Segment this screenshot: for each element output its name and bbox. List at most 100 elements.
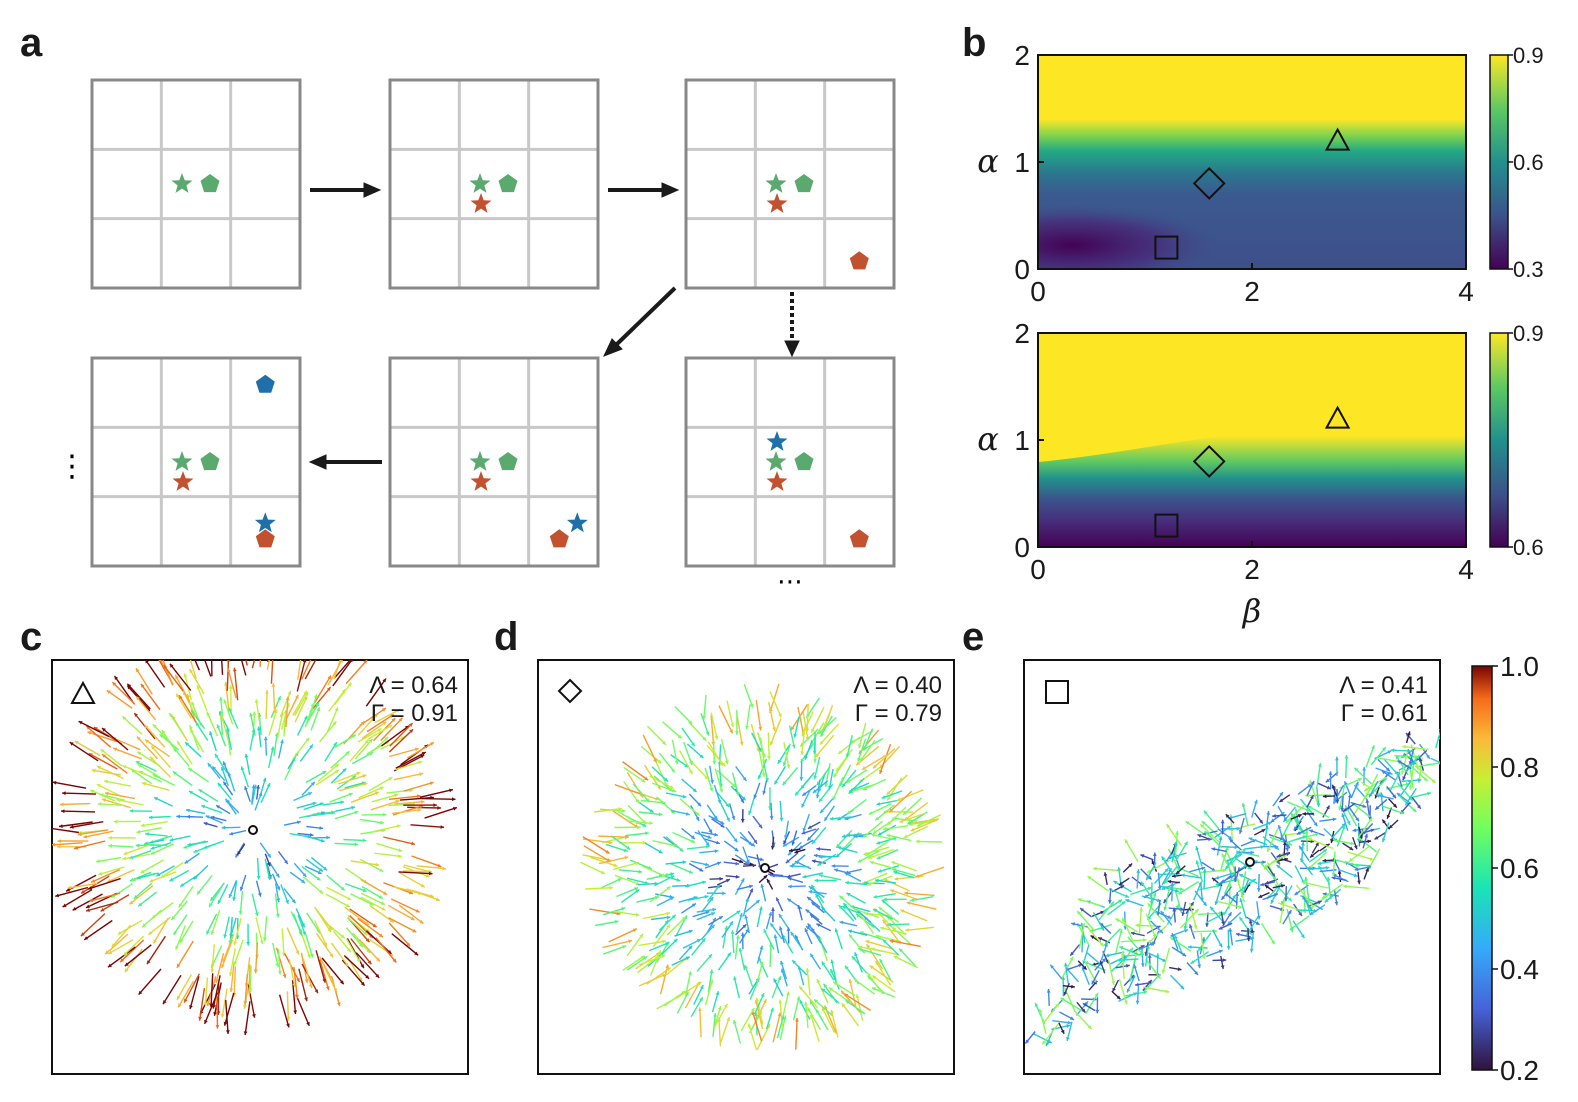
quiver-arrow-shaft: [889, 889, 919, 901]
quiver-arrow-head: [834, 928, 839, 933]
quiver-arrow: [101, 753, 128, 774]
quiver-arrow-head: [836, 767, 840, 772]
quiver-arrow: [333, 660, 352, 679]
quiver-arrow: [610, 835, 631, 851]
quiver-arrow-head: [363, 931, 367, 935]
quiver-arrow-head: [717, 861, 721, 866]
quiver-arrow: [360, 892, 386, 906]
quiver-arrow-head: [206, 930, 210, 935]
quiver-arrow-shaft: [656, 995, 681, 1010]
quiver-arrow: [861, 753, 888, 771]
quiver-arrow-head: [848, 979, 853, 984]
quiver-arrow-shaft: [359, 818, 385, 824]
quiver-arrow: [189, 725, 200, 751]
quiver-arrow-head: [175, 675, 179, 679]
quiver-arrow-head: [1174, 935, 1178, 940]
quiver-arrow-head: [1264, 825, 1269, 830]
quiver-arrow: [104, 791, 136, 800]
heatmap-square-marker: [1154, 235, 1179, 260]
quiver-arrow-head: [716, 840, 720, 845]
quiver-arrow: [782, 766, 799, 786]
quiver-arrow-head: [1190, 960, 1195, 964]
quiver-arrow-shaft: [209, 882, 225, 902]
quiver-arrow-head: [626, 845, 631, 850]
quiver-arrow: [896, 789, 924, 802]
quiver-arrow-head: [1341, 825, 1346, 830]
quiver-arrow: [1100, 942, 1108, 961]
quiver-arrow-shaft: [421, 797, 456, 800]
quiver-arrow-shaft: [309, 694, 318, 719]
quiver-arrow-head: [900, 909, 905, 913]
quiver-arrow-head: [858, 744, 862, 749]
quiver-arrow-head: [1362, 766, 1367, 771]
quiver-arrow-head: [807, 825, 812, 829]
quiver-arrow: [1321, 883, 1343, 900]
quiver-arrow-head: [637, 825, 641, 830]
quiver-arrow-head: [869, 860, 874, 865]
quiver-arrow-head: [783, 840, 787, 845]
quiver-arrow-shaft: [350, 860, 380, 866]
quiver-arrow-shaft: [670, 754, 689, 768]
red-star-icon: [470, 471, 492, 491]
quiver-arrow-shaft: [349, 908, 377, 928]
quiver-arrow: [1178, 880, 1200, 895]
quiver-arrow-shaft: [872, 818, 895, 835]
quiver-arrow-head: [249, 712, 253, 717]
quiver-arrow: [1317, 782, 1332, 790]
quiver-arrow: [626, 820, 653, 825]
quiver-arrow-head: [1221, 921, 1225, 926]
quiver-arrow-shaft: [899, 812, 927, 823]
quiver-arrow-head: [1238, 829, 1243, 834]
quiver-arrow-head: [866, 944, 871, 949]
quiver-arrow-head: [148, 815, 153, 820]
quiver-arrow-head: [873, 894, 878, 899]
quiver-arrow-head: [203, 822, 208, 826]
quiver-arrow-head: [267, 876, 271, 880]
quiver-arrow-shaft: [333, 771, 361, 784]
quiver-arrow: [338, 774, 367, 785]
heatmap-top-dark-region: [1038, 150, 1466, 269]
quiver-arrow-head: [787, 877, 792, 881]
quiver-arrow: [150, 843, 175, 855]
quiver-arrow-head: [1415, 765, 1419, 770]
quiver-arrow: [1302, 812, 1315, 816]
quiver-arrow-head: [414, 747, 419, 752]
quiver-arrow: [700, 896, 714, 913]
quiver-arrow-shaft: [411, 855, 442, 868]
quiver-arrow: [658, 914, 677, 931]
quiver-arrow-head: [671, 768, 675, 773]
quiver-arrow-head: [223, 781, 227, 786]
quiver-arrow: [626, 877, 649, 885]
quiver-arrow-head: [1305, 808, 1310, 812]
quiver-arrow-head: [244, 786, 248, 791]
quiver-arrow: [807, 922, 819, 938]
quiver-arrow-shaft: [1398, 795, 1417, 813]
quiver-arrow: [1155, 910, 1172, 920]
quiver-arrow: [788, 725, 796, 749]
quiver-arrow: [841, 833, 862, 839]
quiver-arrow: [1404, 788, 1417, 806]
quiver-arrow: [389, 794, 421, 800]
quiver-arrow-shaft: [612, 910, 640, 916]
quiver-arrow: [783, 742, 791, 769]
quiver-arrow-head: [1220, 819, 1225, 824]
quiver-arrow-head: [233, 961, 238, 966]
quiver-arrow: [649, 775, 675, 790]
quiver-arrow-shaft: [244, 973, 248, 1005]
quiver-arrow: [1389, 771, 1401, 792]
quiver-arrow: [708, 915, 724, 926]
quiver-arrow-head: [714, 849, 719, 854]
quiver-arrow: [52, 780, 87, 789]
quiver-arrow-head: [419, 919, 424, 924]
quiver-arrow: [228, 707, 239, 729]
quiver-arrow-head: [725, 803, 730, 808]
quiver-arrow-shaft: [398, 871, 433, 875]
quiver-arrow-shaft: [138, 968, 162, 996]
quiver-arrow-head: [1126, 964, 1130, 968]
quiver-arrow-shaft: [1347, 851, 1374, 861]
quiver-arrow-head: [1369, 857, 1374, 861]
quiver-arrow-shaft: [395, 760, 423, 771]
quiver-arrow-head: [1115, 918, 1120, 922]
quiver-arrow: [1120, 951, 1125, 979]
quiver-arrow: [292, 737, 310, 760]
